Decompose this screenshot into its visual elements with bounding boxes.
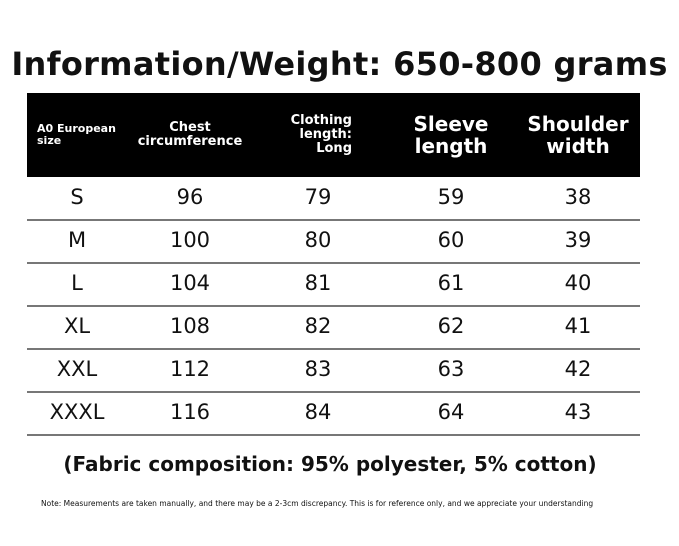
table-cell: 100 bbox=[169, 228, 211, 252]
header-cell: A0 European size bbox=[37, 121, 116, 147]
table-cell: 80 bbox=[304, 228, 332, 252]
footnote: Note: Measurements are taken manually, a… bbox=[41, 499, 594, 508]
header-cell: Shoulder width bbox=[527, 112, 629, 158]
header-cell: Sleeve length bbox=[413, 112, 489, 158]
table-cell: 41 bbox=[564, 314, 592, 338]
table-header: A0 European size Chest circumference Clo… bbox=[27, 93, 640, 177]
header-cell: Clothing length: Long bbox=[290, 112, 352, 157]
table-cell: 112 bbox=[169, 357, 211, 381]
table-cell: XXXL bbox=[49, 400, 105, 424]
table-cell: 108 bbox=[169, 314, 211, 338]
table-cell: M bbox=[67, 228, 87, 252]
row-divider bbox=[27, 219, 640, 221]
table-cell: 116 bbox=[169, 400, 211, 424]
table-cell: 38 bbox=[564, 185, 592, 209]
row-divider bbox=[27, 434, 640, 436]
fabric-note: (Fabric composition: 95% polyester, 5% c… bbox=[63, 452, 597, 476]
table-cell: 81 bbox=[304, 271, 332, 295]
table-cell: XL bbox=[63, 314, 91, 338]
table-cell: 40 bbox=[564, 271, 592, 295]
table-cell: 59 bbox=[437, 185, 465, 209]
table-cell: 96 bbox=[176, 185, 204, 209]
table-cell: 64 bbox=[437, 400, 465, 424]
table-cell: 84 bbox=[304, 400, 332, 424]
table-cell: 62 bbox=[437, 314, 465, 338]
table-cell: 82 bbox=[304, 314, 332, 338]
table-cell: 79 bbox=[304, 185, 332, 209]
table-cell: 61 bbox=[437, 271, 465, 295]
table-cell: S bbox=[70, 185, 84, 209]
row-divider bbox=[27, 262, 640, 264]
row-divider bbox=[27, 391, 640, 393]
row-divider bbox=[27, 348, 640, 350]
table-cell: 43 bbox=[564, 400, 592, 424]
table-cell: 63 bbox=[437, 357, 465, 381]
table-cell: 42 bbox=[564, 357, 592, 381]
title: Information/Weight: 650-800 grams bbox=[11, 45, 668, 83]
header-cell: Chest circumference bbox=[137, 119, 243, 149]
table-cell: 83 bbox=[304, 357, 332, 381]
table-cell: XXL bbox=[56, 357, 98, 381]
row-divider bbox=[27, 305, 640, 307]
table-cell: 39 bbox=[564, 228, 592, 252]
table-cell: 60 bbox=[437, 228, 465, 252]
table-cell: L bbox=[71, 271, 83, 295]
table-cell: 104 bbox=[169, 271, 211, 295]
